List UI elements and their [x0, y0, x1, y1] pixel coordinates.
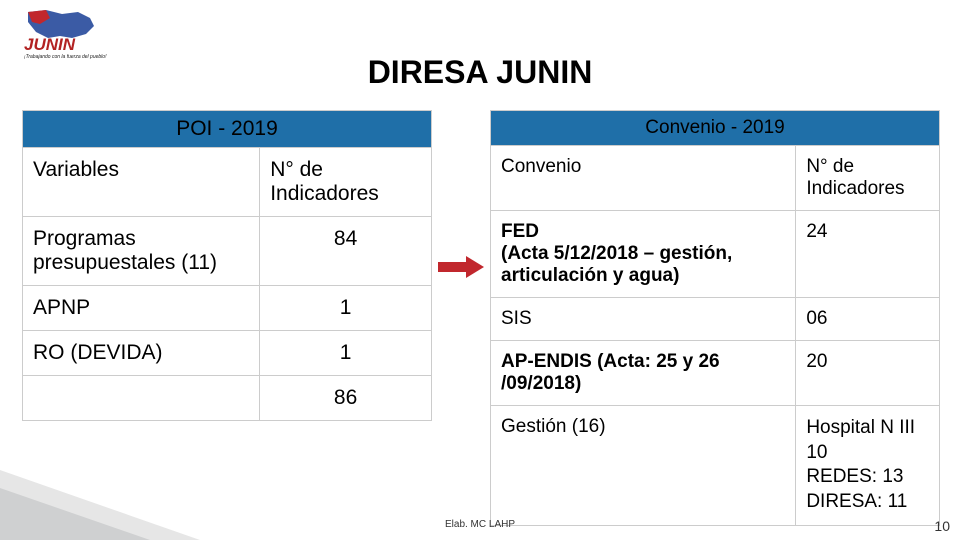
- poi-row-ro-val: 1: [260, 331, 432, 376]
- convenio-row-apendis-val: 20: [796, 341, 940, 406]
- convenio-row-apendis: AP-ENDIS (Acta: 25 y 26 /09/2018): [491, 341, 796, 406]
- poi-col-variables: Variables: [23, 148, 260, 217]
- poi-row-ro: RO (DEVIDA): [23, 331, 260, 376]
- poi-table: POI - 2019 Variables N° de Indicadores P…: [22, 110, 432, 421]
- convenio-row-gestion-pre: Gestión (16): [501, 416, 606, 437]
- convenio-row-fed-rest: (Acta 5/12/2018 – gestión, articulación …: [501, 243, 732, 286]
- footer-credit: Elab. MC LAHP: [0, 519, 960, 530]
- page-title: DIRESA JUNIN: [0, 54, 960, 91]
- convenio-col-indicadores: N° de Indicadores: [796, 146, 940, 211]
- logo-main-text: JUNIN: [24, 35, 76, 54]
- poi-col-indicadores: N° de Indicadores: [260, 148, 432, 217]
- convenio-row-sis: SIS: [491, 298, 796, 341]
- convenio-row-gestion: Gestión (16): [491, 406, 796, 526]
- convenio-row-fed-val: 24: [796, 211, 940, 298]
- convenio-row-gestion-val: Hospital N III 10 REDES: 13 DIRESA: 11: [796, 406, 940, 526]
- poi-row-apnp-val: 1: [260, 286, 432, 331]
- poi-header: POI - 2019: [23, 111, 432, 148]
- poi-row-programas: Programas presupuestales (11): [23, 217, 260, 286]
- poi-row-total-val: 86: [260, 376, 432, 421]
- convenio-row-sis-val: 06: [796, 298, 940, 341]
- poi-row-total-label: [23, 376, 260, 421]
- page-number: 10: [934, 518, 950, 534]
- region-junin-logo: JUNIN ¡Trabajando con la fuerza del pueb…: [22, 8, 112, 60]
- convenio-row-apendis-pre: AP-ENDIS: [501, 351, 597, 372]
- convenio-row-sis-pre: SIS: [501, 308, 532, 329]
- poi-row-programas-val: 84: [260, 217, 432, 286]
- arrow-icon: [438, 256, 484, 278]
- convenio-row-fed-pre: FED: [501, 221, 539, 242]
- convenio-col-convenio: Convenio: [491, 146, 796, 211]
- convenio-table: Convenio - 2019 Convenio N° de Indicador…: [490, 110, 940, 526]
- convenio-header: Convenio - 2019: [491, 111, 940, 146]
- convenio-row-fed: FED (Acta 5/12/2018 – gestión, articulac…: [491, 211, 796, 298]
- poi-row-apnp: APNP: [23, 286, 260, 331]
